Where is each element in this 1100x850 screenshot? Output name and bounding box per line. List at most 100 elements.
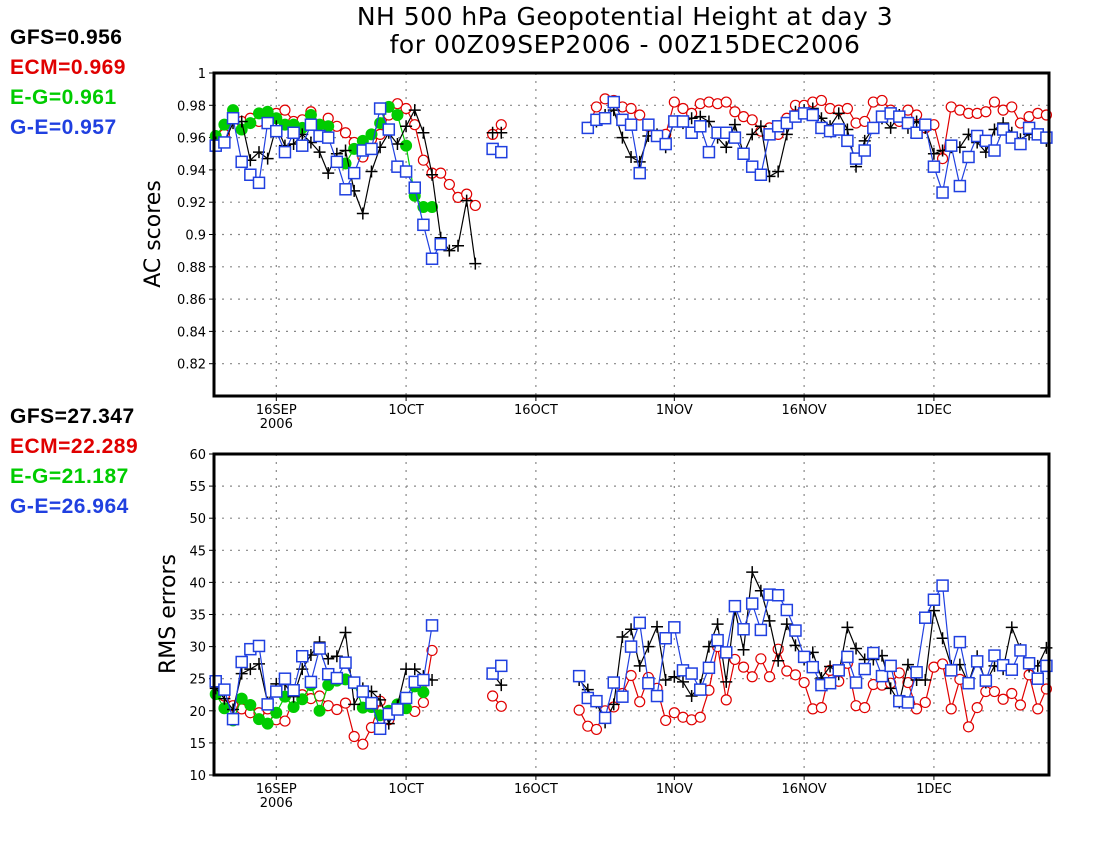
data-point-ecm [660,714,672,727]
ytick-label: 1 [198,67,206,82]
data-point-ge [694,683,707,696]
xtick-label: 16NOV [782,782,827,797]
data-point-ge [650,129,664,143]
data-point-ge [218,136,231,149]
data-point-ge [486,667,499,680]
data-point-ecm [443,178,455,191]
data-point-gfs [832,107,845,120]
data-point-ecm [279,104,291,116]
data-point-ge [771,588,785,602]
ytick-label: 25 [189,673,206,688]
data-point-gfs [633,155,646,168]
data-point-ge [226,712,240,726]
data-point-gfs [642,640,655,653]
data-point-gfs [313,146,326,159]
ytick-label: 0.88 [177,261,206,276]
data-point-gfs [495,126,508,139]
ac-legend-gfs: GFS=0.956 [10,26,123,49]
data-point-gfs [408,104,421,117]
data-point-ge [763,128,776,141]
data-point-gfs [884,121,897,134]
data-point-gfs [339,144,352,157]
data-point-ecm [348,730,360,743]
data-point-gfs [391,138,404,151]
data-point-gfs [780,618,793,631]
data-point-ge [832,123,845,136]
data-point-gfs [711,618,724,631]
data-point-ge [1031,672,1045,685]
data-point-ge [659,632,672,645]
data-point-ecm [902,676,914,689]
data-point-ge [598,711,612,725]
data-point-ge [711,633,724,647]
data-point-ecm [755,653,767,665]
data-point-ge [339,656,352,669]
data-point-ge [270,124,283,138]
data-point-gfs [676,675,689,688]
data-point-ge [1014,137,1027,151]
data-point-gfs [720,141,733,154]
data-point-ecm [1032,703,1044,715]
data-point-ge [1005,663,1019,676]
data-point-ge [633,616,646,630]
data-point-eg [426,201,439,214]
data-point-gfs [365,165,378,178]
data-point-ecm [668,96,680,108]
data-point-eg [400,139,413,152]
data-point-ecm [815,701,828,714]
data-point-eg [244,117,257,130]
data-point-gfs [452,239,465,252]
data-point-ecm [331,703,343,716]
data-point-ge [382,123,396,136]
data-point-ge [235,155,248,169]
data-point-ge [252,639,266,653]
data-point-ge [1022,121,1036,135]
data-point-ecm [590,723,603,736]
data-point-ge [209,675,222,688]
data-point-ecm [495,700,507,712]
ytick-label: 35 [189,609,206,624]
data-point-ge [252,176,266,190]
data-point-ge [287,684,300,697]
data-point-gfs [772,654,785,667]
data-point-ge [304,675,318,689]
ac-legend-eg: E-G=0.961 [10,86,117,109]
data-point-ge [858,144,871,157]
data-point-ecm [988,96,1001,108]
data-point-ge [936,579,949,592]
data-point-ge [728,599,742,613]
data-point-ecm [962,721,975,733]
data-point-ge [624,118,638,131]
data-point-ge [434,237,447,251]
xtick-label: 1DEC [916,782,952,797]
data-point-ge [944,139,958,152]
data-point-ecm [677,102,689,115]
ytick-label: 55 [189,480,206,495]
data-point-gfs [841,621,854,634]
data-point-gfs [625,150,638,163]
data-point-ge [244,168,257,181]
data-point-ecm [919,696,931,709]
data-point-ge [408,181,421,194]
data-point-eg [417,686,430,699]
data-point-ecm [625,102,637,115]
data-point-ge [330,155,344,169]
data-point-ge [901,116,915,130]
data-point-ecm [487,690,499,702]
rms-legend-eg: E-G=21.187 [10,465,129,488]
data-point-ecm [720,96,732,108]
data-point-gfs [330,650,343,663]
data-point-ecm [876,94,888,107]
data-point-ge [495,659,508,673]
data-point-gfs [884,682,897,695]
rms-legend-ge: G-E=26.964 [10,495,129,518]
data-point-ge [745,597,759,610]
data-point-ecm [988,685,1001,698]
data-point-ge [598,111,612,125]
data-point-gfs [746,566,759,579]
data-point-ge [399,691,413,705]
data-point-ecm [400,102,412,115]
data-point-ge [780,603,794,617]
data-point-ge [754,623,768,637]
